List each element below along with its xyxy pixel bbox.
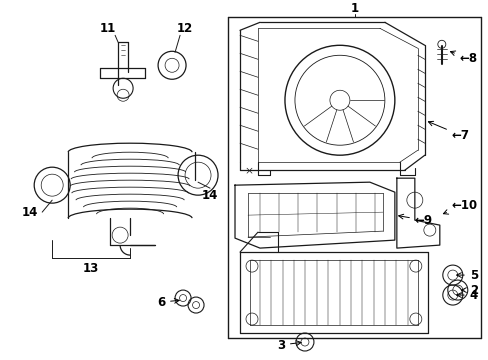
Text: ←7: ←7 <box>427 121 469 142</box>
Text: 2: 2 <box>461 284 477 297</box>
Text: 12: 12 <box>177 22 193 35</box>
Text: 14: 14 <box>22 206 39 219</box>
Text: 1: 1 <box>350 2 358 15</box>
Text: ←9: ←9 <box>398 213 432 227</box>
Text: 4: 4 <box>456 289 477 302</box>
Text: ←10: ←10 <box>443 199 477 214</box>
Text: ←8: ←8 <box>449 51 477 65</box>
Text: 14: 14 <box>202 189 218 202</box>
Text: 13: 13 <box>83 262 99 275</box>
Text: 3: 3 <box>276 338 301 351</box>
Text: 6: 6 <box>157 296 179 309</box>
Text: 5: 5 <box>456 269 477 282</box>
Text: 11: 11 <box>100 22 116 35</box>
